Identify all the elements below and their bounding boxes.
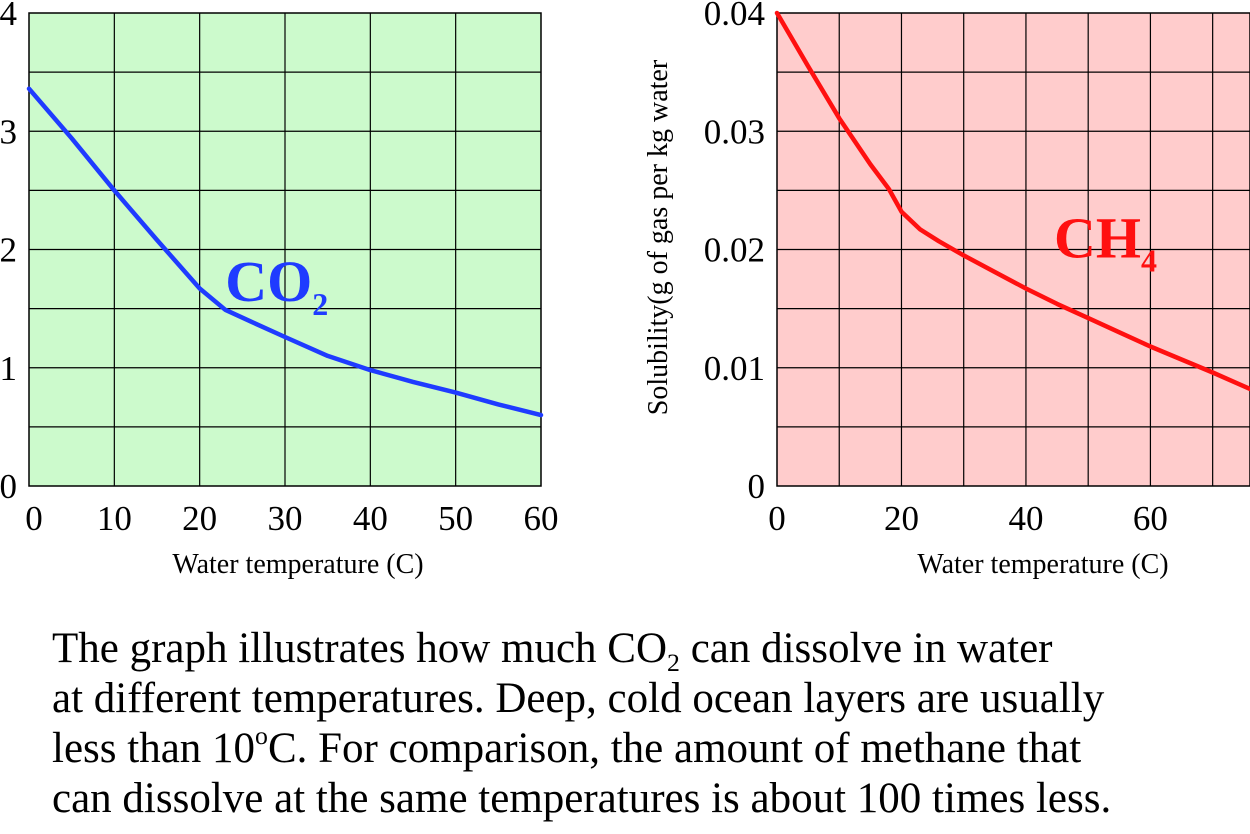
annotation-subscript: 4 (1141, 242, 1157, 278)
caption-line-1-end: can dissolve in water (679, 625, 1053, 672)
annotation-text: CO (225, 249, 312, 314)
caption-line-1: The graph illustrates how much CO2 can d… (52, 624, 1242, 678)
caption-line-3-start: less than 10 (52, 725, 256, 772)
ch4-solubility-chart: 0 0.01 0.02 0.03 0.04 0 20 40 60 Water temperatur… (643, 0, 1250, 580)
caption-line-3: less than 10oC. For comparison, the amou… (52, 720, 1242, 774)
x-tick-label: 0 (768, 499, 786, 538)
y-tick-label: 1 (0, 349, 17, 388)
caption-co2-subscript: 2 (667, 648, 680, 678)
series-annotation: CH4 (1054, 205, 1157, 278)
series-line (774, 10, 1250, 392)
series-line (26, 86, 544, 418)
y-tick-label: 0.04 (704, 0, 765, 33)
y-tick-label: 2 (0, 231, 17, 270)
y-tick-label: 0.01 (704, 349, 765, 388)
grid (777, 13, 1250, 486)
annotation-subscript: 2 (312, 286, 328, 322)
y-tick-label: 0 (0, 467, 17, 506)
caption-line-4: can dissolve at the same temperatures is… (52, 775, 1112, 822)
grid (29, 13, 541, 486)
caption-degree-superscript: o (255, 720, 268, 750)
x-axis-label: Water temperature (C) (172, 549, 423, 580)
x-tick-label: 50 (438, 499, 473, 538)
x-tick-label: 20 (182, 499, 217, 538)
caption-line-1-start: The graph illustrates how much CO (52, 625, 668, 672)
y-tick-label: 3 (0, 112, 17, 151)
x-tick-label: 40 (1008, 499, 1043, 538)
x-tick-label: 40 (353, 499, 388, 538)
y-axis-label: Solubility(g of gas per kg water (643, 59, 674, 415)
x-tick-label: 60 (524, 499, 559, 538)
x-tick-label: 20 (884, 499, 919, 538)
x-tick-label: 30 (268, 499, 303, 538)
y-tick-label: 0.02 (704, 231, 765, 270)
caption-line-2: at different temperatures. Deep, cold oc… (52, 675, 1105, 722)
x-tick-label: 10 (97, 499, 132, 538)
x-tick-label: 0 (25, 499, 43, 538)
figure-caption: The graph illustrates how much CO2 can d… (52, 624, 1242, 824)
y-tick-label: 0.03 (704, 112, 765, 151)
y-tick-label: 4 (0, 0, 17, 33)
x-axis-label: Water temperature (C) (917, 549, 1168, 580)
caption-line-3-end: C. For comparison, the amount of methane… (267, 725, 1082, 772)
x-tick-label: 60 (1133, 499, 1168, 538)
series-annotation: CO2 (225, 249, 328, 322)
y-tick-label: 0 (748, 467, 766, 506)
plot-border (776, 12, 1250, 487)
plot-border (28, 12, 542, 487)
annotation-text: CH (1054, 205, 1141, 270)
